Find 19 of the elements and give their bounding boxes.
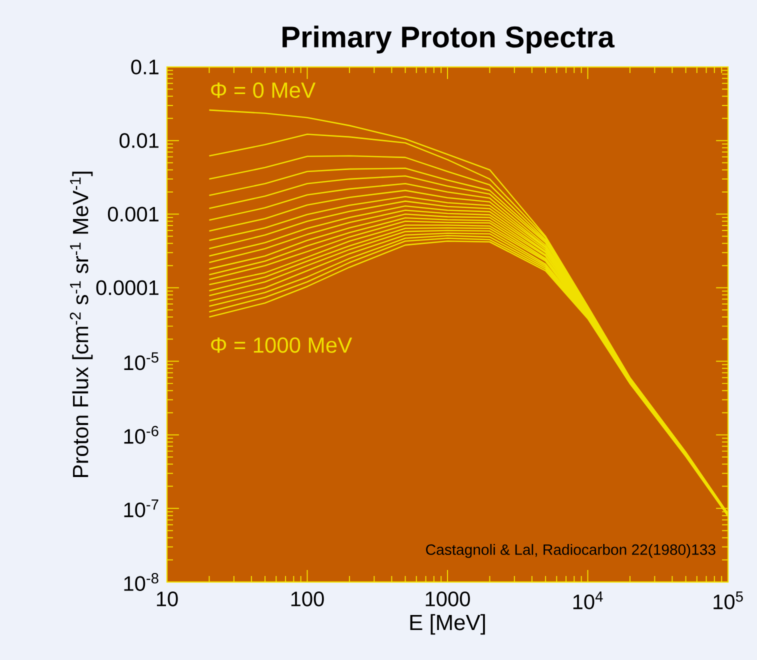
- x-tick-label: 10$^{5}$: [714, 592, 743, 610]
- y-tick-label: 0.01: [120, 133, 158, 148]
- y-tick-label: 10$^{-5}$: [124, 352, 158, 370]
- x-tick-label: 1000: [426, 592, 470, 606]
- x-axis-title: E [MeV]: [410, 614, 485, 635]
- y-tick-label: 10$^{-7}$: [124, 500, 158, 518]
- annotation: Castagnoli & Lal, Radiocarbon 22(1980)133: [426, 544, 716, 558]
- text: Proton Flux [cm$^{-2}$ s$^{-1}$ sr$^{-1}$ MeV$^{-1}$]: [70, 172, 93, 478]
- x-tick-label: 100: [291, 592, 324, 606]
- x-tick-label: 10$^{4}$: [573, 592, 603, 610]
- annotation: Φ = 1000 MeV: [211, 337, 352, 353]
- annotation: Φ = 0 MeV: [211, 82, 316, 98]
- y-tick-label: 0.001: [108, 206, 158, 222]
- chart-title: Primary Proton Spectra: [282, 26, 615, 54]
- y-tick-label: 10$^{-8}$: [124, 573, 158, 591]
- x-tick-label: 10: [156, 592, 178, 606]
- y-tick-label: 0.0001: [96, 280, 158, 296]
- y-tick-label: 10$^{-6}$: [124, 426, 158, 444]
- y-tick-label: 0.1: [131, 60, 158, 74]
